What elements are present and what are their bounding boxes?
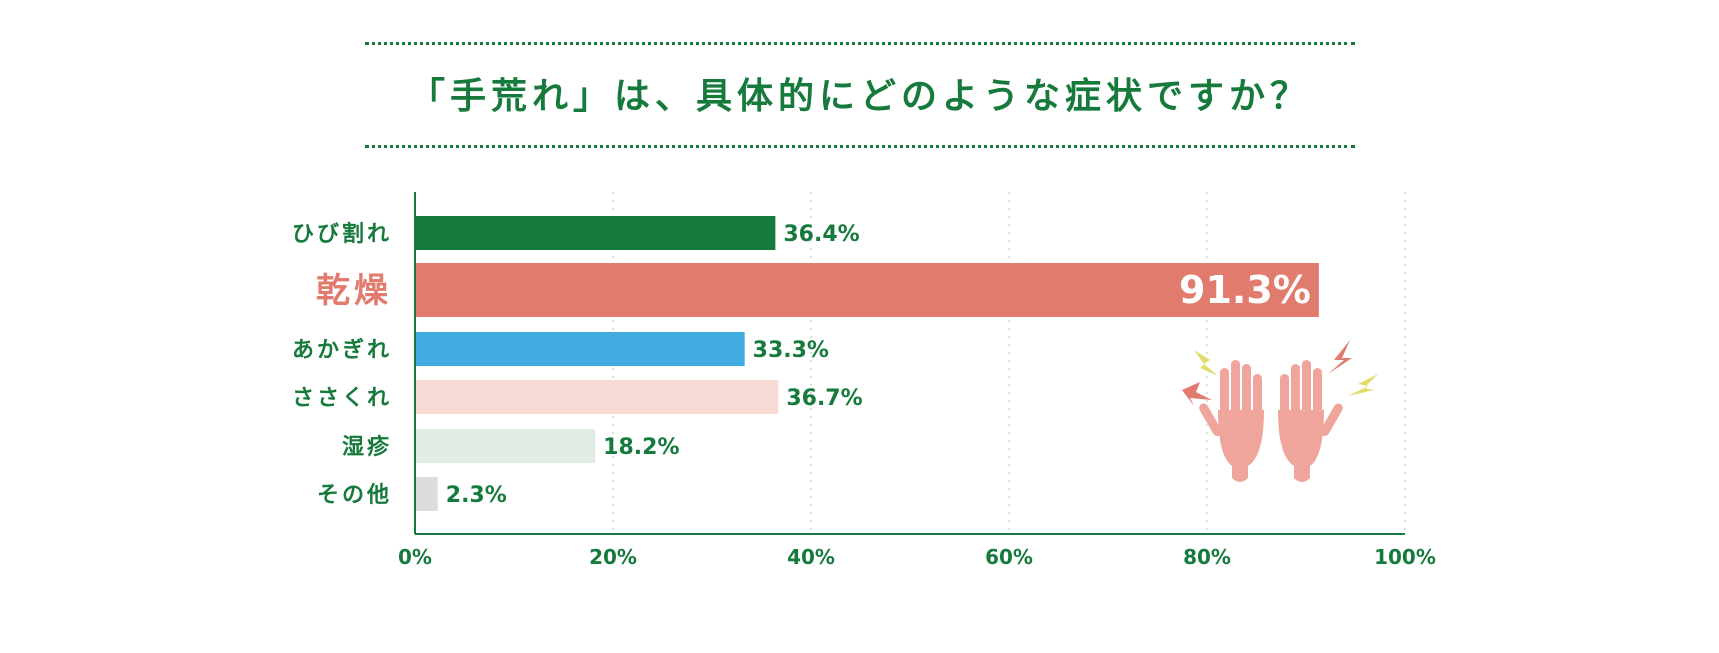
bar: [415, 380, 779, 414]
category-label: 湿疹: [342, 434, 392, 460]
value-label: 91.3%: [1179, 268, 1311, 312]
title-block: 「手荒れ」は、具体的にどのような症状ですか？: [365, 36, 1355, 154]
category-label: 乾燥: [316, 271, 392, 311]
value-label: 18.2%: [603, 435, 679, 460]
chart-title: 「手荒れ」は、具体的にどのような症状ですか？: [408, 76, 1311, 117]
category-label: あかぎれ: [292, 337, 392, 363]
category-label: ひび割れ: [292, 221, 392, 247]
left-hand-icon: [1199, 360, 1264, 482]
x-tick-label: 100%: [1374, 545, 1436, 569]
category-label: ささくれ: [292, 386, 392, 411]
axes: [414, 192, 1405, 535]
right-hand-icon: [1278, 360, 1343, 482]
spark-left-red-icon: [1182, 382, 1212, 406]
value-label: 36.7%: [786, 386, 862, 411]
title-divider-bottom: [365, 145, 1355, 148]
value-label: 36.4%: [783, 222, 859, 247]
bars: [415, 216, 1319, 511]
x-tick-label: 0%: [398, 545, 432, 569]
x-tick-label: 40%: [787, 545, 835, 569]
title-divider-top: [365, 42, 1355, 45]
spark-right-yellow-icon: [1348, 374, 1378, 396]
bar: [415, 477, 438, 511]
bar: [415, 429, 596, 463]
spark-right-red-icon: [1328, 340, 1352, 374]
category-label: その他: [317, 483, 392, 508]
spark-left-yellow-icon: [1194, 350, 1218, 376]
value-labels: 36.4% 91.3% 33.3% 36.7% 18.2% 2.3%: [446, 222, 1311, 508]
hands-icon: [1182, 340, 1378, 482]
value-label: 2.3%: [446, 483, 507, 508]
value-label: 33.3%: [753, 338, 829, 363]
x-tick-label: 80%: [1183, 545, 1231, 569]
x-tick-label: 60%: [985, 545, 1033, 569]
x-tick-label: 20%: [589, 545, 637, 569]
bar: [415, 332, 745, 366]
x-tick-labels: 0% 20% 40% 60% 80% 100%: [398, 545, 1436, 569]
bar: [415, 216, 776, 250]
bar: [415, 263, 1319, 317]
